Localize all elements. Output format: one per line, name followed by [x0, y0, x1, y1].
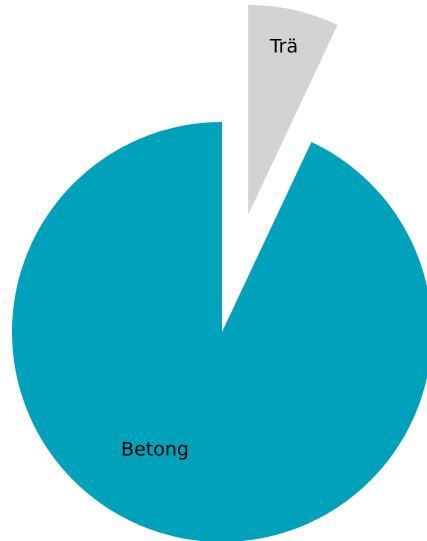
- slice-label: Trä: [269, 36, 298, 58]
- slice-label: Betong: [121, 439, 189, 461]
- slices: [12, 4, 427, 541]
- pie-slice: [12, 122, 427, 541]
- pie-slice: [248, 4, 338, 215]
